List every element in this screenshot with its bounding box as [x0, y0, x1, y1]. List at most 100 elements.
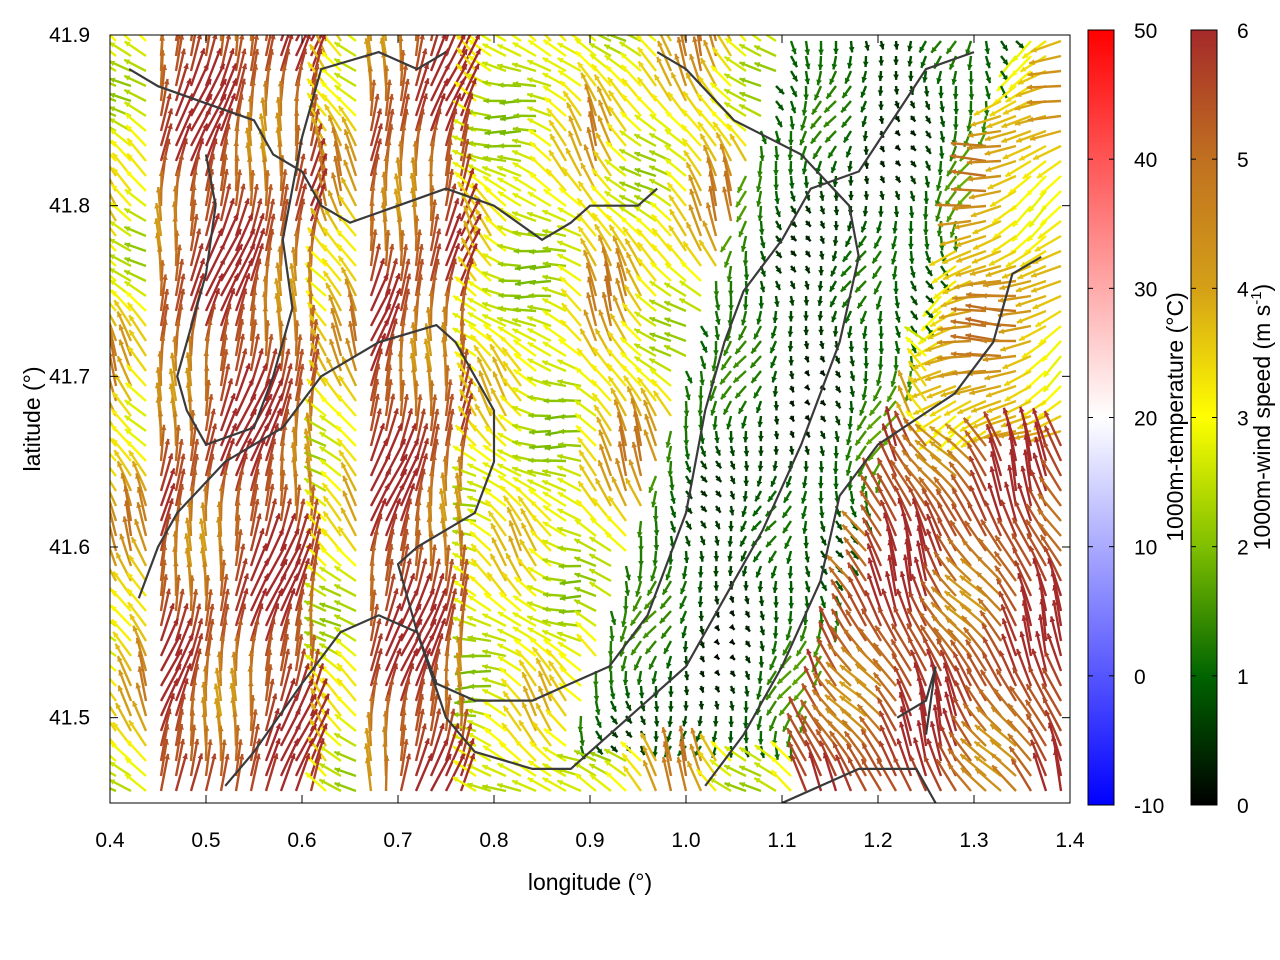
wind-arrow-head — [513, 248, 519, 255]
wind-arrow-head — [253, 48, 260, 55]
wind-arrow-head — [465, 108, 471, 115]
wind-arrow-head — [96, 277, 102, 283]
wind-arrow-head — [558, 26, 564, 31]
wind-arrow-head — [925, 132, 931, 139]
wind-arrow-head — [907, 60, 913, 67]
wind-arrow-head — [592, 35, 593, 36]
wind-arrow — [659, 35, 673, 57]
wind-arrow-head — [307, 62, 314, 69]
wind-arrow-head — [945, 184, 951, 191]
wind-arrow-head — [258, 113, 265, 120]
wind-arrow-head — [475, 48, 481, 55]
wind-arrow — [340, 176, 358, 207]
wind-arrow-head — [562, 167, 568, 174]
wind-arrow-head — [683, 241, 689, 248]
wind-arrow-head — [799, 139, 805, 146]
wind-arrow-head — [215, 123, 221, 130]
wind-arrow-head — [171, 201, 178, 207]
wind-arrow-head — [443, 48, 449, 55]
wind-arrow-head — [412, 141, 419, 147]
wind-arrow-head — [127, 153, 133, 160]
wind-arrow-head — [698, 76, 704, 83]
wind-arrow-head — [699, 240, 705, 247]
wind-arrow — [264, 35, 272, 57]
wind-arrow — [309, 138, 326, 177]
wind-arrow-head — [638, 61, 644, 68]
wind-arrow-head — [863, 149, 870, 155]
wind-arrow-head — [968, 94, 975, 100]
wind-arrow-head — [725, 38, 732, 44]
wind-arrow-head — [942, 258, 949, 264]
wind-arrow-head — [727, 20, 733, 26]
wind-arrow-head — [101, 178, 106, 184]
wind-arrow-head — [832, 240, 839, 246]
wind-arrow-head — [649, 133, 656, 139]
wind-arrow-head — [499, 99, 506, 106]
wind-arrow-head — [246, 156, 253, 162]
wind-arrow-head — [324, 104, 331, 111]
wind-arrow-head — [194, 153, 201, 160]
wind-arrow-head — [951, 186, 957, 193]
wind-arrow — [219, 48, 235, 87]
wind-arrow-head — [310, 208, 317, 215]
wind-arrow — [294, 35, 308, 57]
wind-arrow-head — [452, 162, 459, 168]
wind-arrow-head — [293, 95, 300, 101]
wind-arrow-head — [259, 213, 265, 220]
wind-arrow-head — [275, 127, 282, 133]
wind-arrow-head — [110, 92, 116, 99]
wind-arrow — [315, 35, 328, 57]
wind-arrow-head — [206, 5, 212, 11]
wind-arrow-head — [973, 110, 980, 116]
wind-arrow-head — [467, 164, 474, 170]
wind-arrow-head — [96, 230, 102, 236]
wind-arrow-head — [369, 185, 376, 191]
wind-arrow-head — [1026, 84, 1033, 91]
wind-arrow — [219, 168, 229, 207]
wind-arrow-head — [198, 138, 205, 145]
wind-arrow — [309, 168, 328, 207]
wind-arrow-head — [706, 157, 712, 164]
wind-arrow-head — [1002, 59, 1009, 66]
wind-arrow-head — [549, 150, 555, 157]
wind-arrow-head — [845, 240, 851, 247]
wind-arrow-head — [925, 147, 931, 154]
wind-arrow-head — [223, 169, 230, 175]
wind-arrow-head — [956, 257, 963, 263]
wind-arrow-head — [924, 181, 931, 188]
wind-arrow-head — [417, 19, 423, 25]
wind-arrow-head — [448, 123, 455, 130]
wind-arrow — [429, 380, 434, 417]
wind-arrow — [587, 96, 598, 132]
wind-arrow — [429, 199, 437, 237]
wind-arrow — [110, 112, 117, 118]
wind-arrow-head — [104, 534, 109, 540]
wind-arrow-head — [396, 7, 402, 12]
wind-arrow-head — [877, 90, 884, 96]
wind-arrow-head — [497, 154, 504, 161]
wind-arrow-head — [415, 124, 422, 131]
wind-arrow — [381, 35, 388, 57]
wind-arrow — [459, 35, 472, 57]
wind-arrow — [110, 81, 117, 88]
wind-arrow-head — [981, 126, 987, 133]
wind-arrow-head — [317, 123, 323, 130]
wind-arrow-head — [249, 5, 255, 10]
wind-arrow — [688, 174, 703, 207]
wind-arrow-head — [893, 211, 900, 218]
wind-arrow-head — [625, 238, 631, 245]
wind-arrow-head — [161, 64, 168, 71]
wind-arrow — [463, 205, 478, 237]
wind-arrow-head — [894, 159, 901, 166]
wind-arrow-head — [804, 267, 810, 274]
wind-arrow-head — [946, 47, 953, 54]
wind-arrow-head — [380, 187, 386, 193]
wind-arrow — [596, 85, 613, 117]
wind-arrow-head — [209, 153, 216, 160]
wind-arrow-head — [724, 102, 731, 108]
wind-arrow — [159, 170, 163, 207]
wind-arrow-head — [712, 47, 719, 54]
wind-arrow-head — [435, 4, 441, 10]
wind-arrow-head — [163, 78, 170, 85]
wind-arrow — [234, 35, 238, 42]
